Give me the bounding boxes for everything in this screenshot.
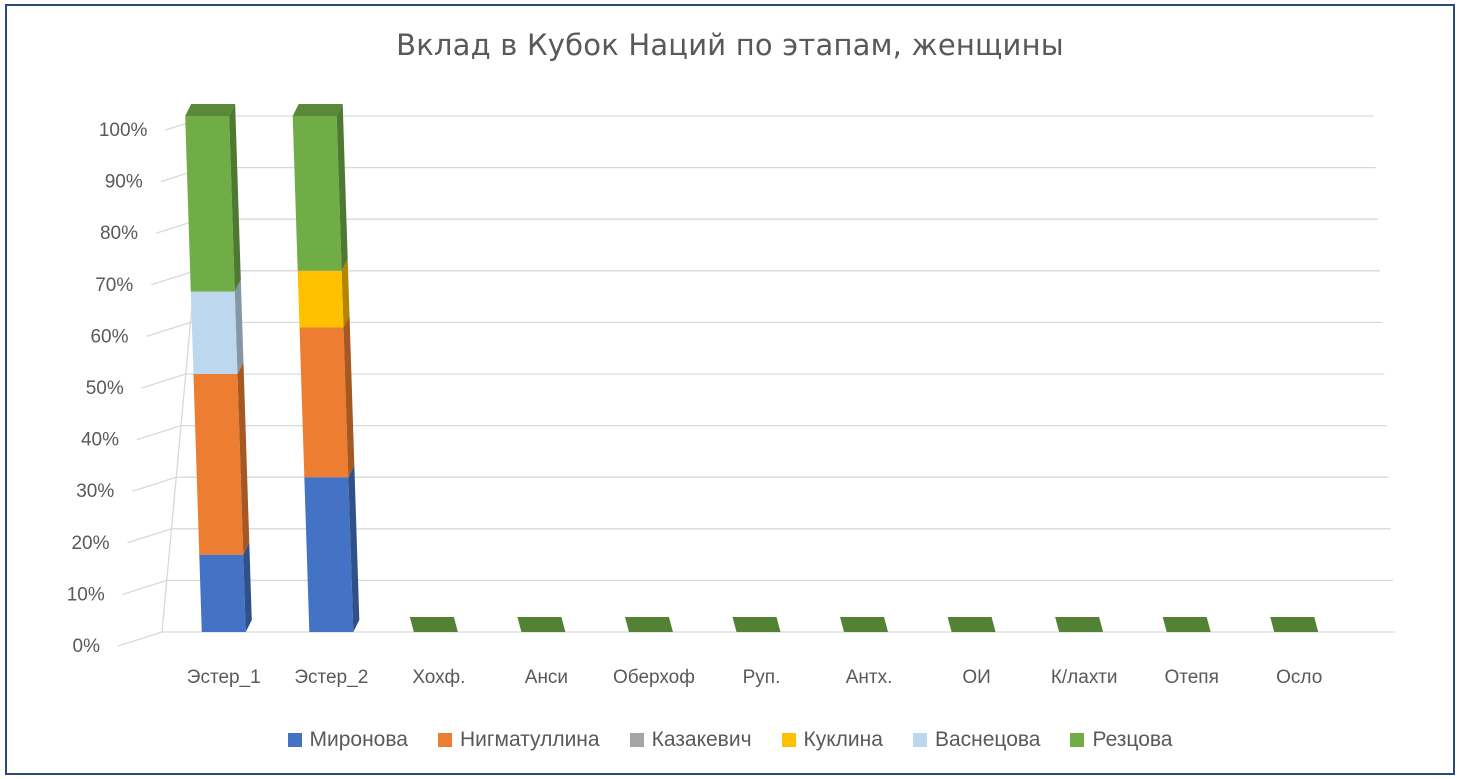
y-tick-label: 10% [67,584,105,605]
chart-frame [5,4,1455,775]
bar-segment-side [348,465,360,632]
bar-segment [1055,617,1104,632]
bar-segment-side [343,315,355,478]
x-category-label: К/лахти [1051,667,1118,688]
gridline-depth [132,476,177,492]
y-tick-label: 70% [95,275,133,296]
legend-label: Васнецова [934,728,1041,751]
bar-segment [409,617,458,632]
bar-segment [840,617,889,632]
x-category-label: Отепя [1164,667,1218,688]
y-tick-label: 40% [81,430,119,451]
legend-swatch [287,733,302,747]
y-tick-label: 20% [71,533,109,554]
bar-segment [190,291,238,374]
legend-swatch [912,733,927,747]
legend-swatch [1070,733,1085,747]
gridline-depth [122,579,167,596]
bar-segment [292,116,342,271]
bar-segment-side [229,104,241,292]
bar-segment [624,617,673,632]
y-tick-label: 0% [73,636,101,657]
y-tick-label: 50% [86,378,124,399]
bar-segment [1270,617,1319,632]
bar-segment [193,374,244,555]
x-category-label: ОИ [962,667,990,688]
bar-segment [185,116,235,292]
bar-segment-top [292,104,343,116]
bar-segment-side [237,362,250,555]
gridline-depth [151,270,196,286]
legend-swatch [629,733,644,747]
legend-label: Миронова [309,728,408,751]
gridline-depth [127,528,172,544]
gridlines: 0% 10% 20% 30% 40% 50% 60% 70% 80% 90% 100% [67,115,1395,657]
bar-segment-side [234,279,244,374]
legend-label: Куклина [803,728,883,751]
bar-segment [297,270,344,328]
legend-item: Нигматуллина [437,728,600,752]
legend-label: Казакевич [651,728,752,751]
x-category-label: Руп. [743,667,781,688]
legend-item: Миронова [287,728,408,752]
x-category-label: Хохф. [412,667,465,688]
bar-segment [304,477,354,632]
y-tick-label: 90% [105,172,143,193]
chart-title: Вклад в Кубок Наций по этапам, женщины [396,28,1064,62]
legend-item: Куклина [781,728,883,752]
bar-segment [199,554,246,632]
bars: Эстер_1 Эстер_2 Хохф. Анси Оберхоф Руп. Антх. О… [185,104,1322,688]
gridline-depth [136,424,182,441]
legend-swatch [781,733,796,747]
bar-segment [947,617,996,632]
bar-segment [517,617,566,632]
y-tick-label: 80% [100,223,138,244]
bar-segment [732,617,781,632]
chart-legend: Миронова Нигматуллина Казакевич Куклина Васн… [0,728,1460,752]
x-category-label: Оберхоф [613,667,695,688]
bar-segment-side [336,104,348,271]
gridline-depth [141,373,186,389]
x-category-label: Эстер_2 [294,667,368,688]
y-tick-label: 60% [90,326,128,347]
legend-item: Резцова [1070,728,1173,752]
bar-segment-top [185,104,236,116]
x-category-label: Осло [1276,667,1322,688]
bar-segment [299,327,349,478]
legend-swatch [437,733,452,747]
gridline-depth [117,631,163,647]
bar-segment-side [243,542,252,632]
bar-segment [1162,617,1211,632]
legend-item: Казакевич [629,728,752,752]
x-category-label: Эстер_1 [187,667,261,688]
x-category-label: Анси [525,667,568,688]
y-tick-label: 100% [99,120,148,141]
y-tick-label: 30% [76,481,114,502]
x-category-label: Антх. [846,667,893,688]
legend-item: Васнецова [912,728,1041,752]
gridline-depth [146,321,191,338]
legend-label: Резцова [1092,728,1173,751]
legend-label: Нигматуллина [459,728,600,751]
bar-segment-side [341,258,350,328]
